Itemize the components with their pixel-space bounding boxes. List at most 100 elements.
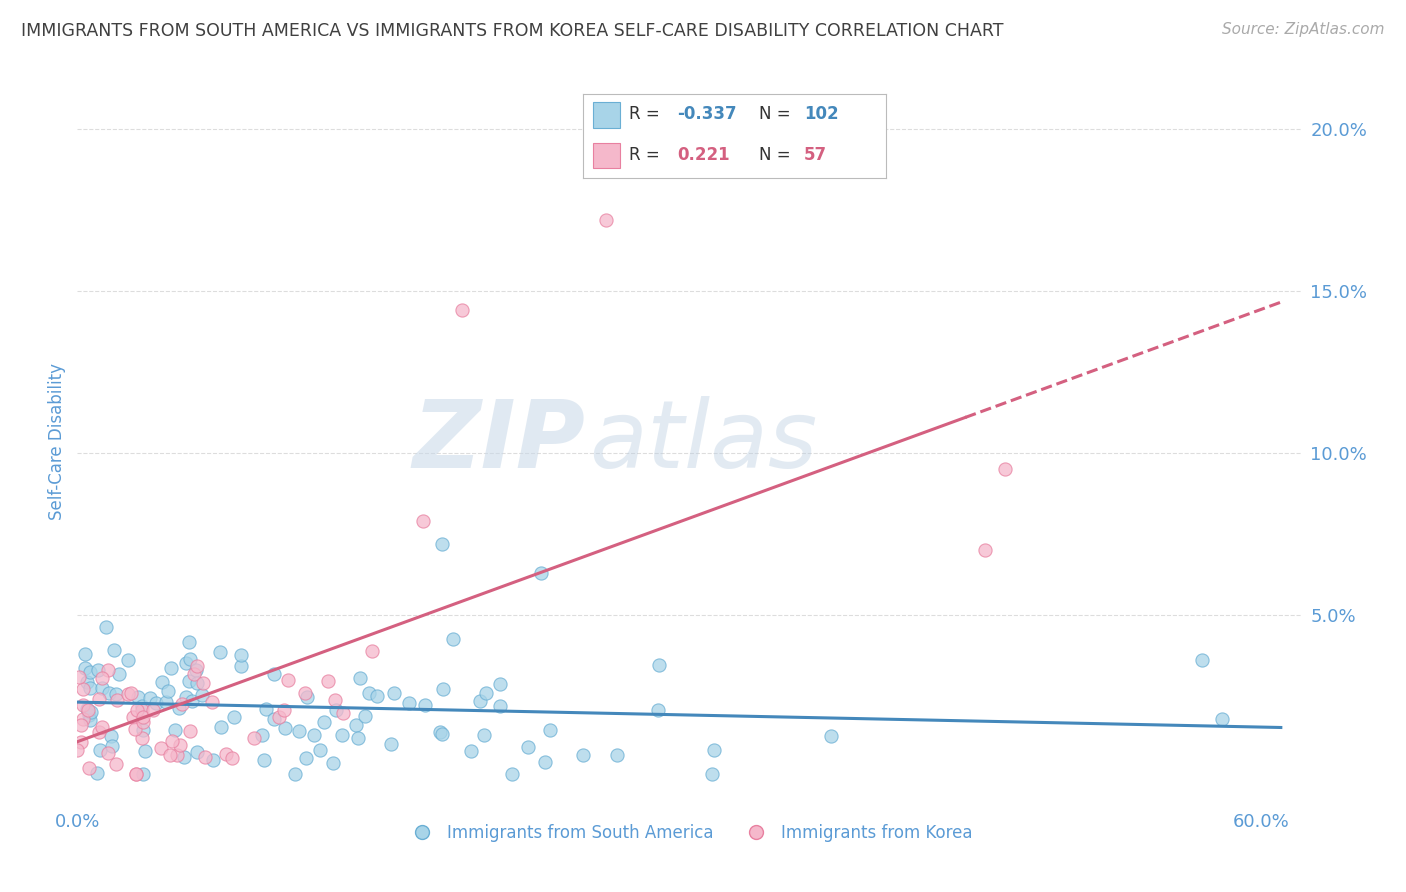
Immigrants from South America bbox=[284, 766, 307, 780]
Immigrants from Korea bbox=[451, 303, 474, 318]
Immigrants from Korea bbox=[169, 738, 191, 752]
Immigrants from South America bbox=[254, 702, 277, 716]
Immigrants from Korea bbox=[120, 686, 142, 700]
Immigrants from South America bbox=[79, 665, 101, 679]
Immigrants from Korea bbox=[89, 692, 111, 706]
Immigrants from South America bbox=[103, 643, 125, 657]
Immigrants from Korea bbox=[200, 696, 222, 710]
Immigrants from Korea bbox=[160, 734, 183, 748]
Immigrants from South America bbox=[89, 743, 111, 757]
Immigrants from South America bbox=[134, 744, 156, 758]
Immigrants from South America bbox=[468, 694, 491, 708]
Immigrants from Korea bbox=[183, 667, 205, 681]
Y-axis label: Self-Care Disability: Self-Care Disability bbox=[48, 363, 66, 520]
Immigrants from South America bbox=[1191, 653, 1213, 667]
Immigrants from Korea bbox=[194, 750, 217, 764]
Immigrants from Korea bbox=[70, 717, 93, 731]
Immigrants from Korea bbox=[70, 734, 93, 748]
Immigrants from Korea bbox=[172, 698, 194, 712]
Immigrants from South America bbox=[702, 766, 724, 780]
Immigrants from South America bbox=[460, 744, 482, 758]
Immigrants from South America bbox=[489, 699, 512, 714]
Immigrants from Korea bbox=[77, 761, 100, 775]
Immigrants from Korea bbox=[72, 712, 94, 726]
Immigrants from Korea bbox=[273, 703, 295, 717]
Immigrants from South America bbox=[429, 725, 451, 739]
Immigrants from South America bbox=[304, 728, 326, 742]
Immigrants from South America bbox=[211, 720, 233, 734]
Immigrants from South America bbox=[263, 667, 285, 681]
Immigrants from South America bbox=[76, 701, 98, 715]
Text: R =: R = bbox=[628, 105, 665, 123]
Immigrants from South America bbox=[349, 672, 371, 686]
Immigrants from Korea bbox=[132, 710, 155, 724]
Immigrants from South America bbox=[606, 747, 628, 762]
Immigrants from Korea bbox=[91, 720, 114, 734]
Immigrants from Korea bbox=[294, 686, 316, 700]
Immigrants from South America bbox=[263, 712, 285, 726]
Immigrants from South America bbox=[273, 722, 295, 736]
Immigrants from Korea bbox=[72, 698, 94, 712]
Immigrants from South America bbox=[252, 728, 274, 742]
Immigrants from South America bbox=[186, 676, 208, 690]
Immigrants from South America bbox=[76, 675, 98, 690]
Immigrants from Korea bbox=[412, 514, 434, 528]
Immigrants from South America bbox=[312, 714, 335, 729]
Immigrants from South America bbox=[190, 688, 212, 702]
Immigrants from Korea bbox=[72, 681, 94, 696]
Immigrants from Korea bbox=[97, 746, 120, 760]
Immigrants from Korea bbox=[66, 742, 89, 756]
Immigrants from Korea bbox=[104, 756, 127, 771]
Immigrants from South America bbox=[322, 756, 344, 771]
Immigrants from South America bbox=[538, 723, 561, 738]
Immigrants from South America bbox=[145, 696, 167, 710]
Immigrants from Korea bbox=[159, 747, 181, 762]
Immigrants from South America bbox=[101, 739, 124, 754]
Text: atlas: atlas bbox=[589, 396, 817, 487]
Immigrants from South America bbox=[86, 765, 108, 780]
Immigrants from Korea bbox=[117, 687, 139, 701]
Immigrants from Korea bbox=[124, 722, 146, 736]
Text: N =: N = bbox=[759, 105, 796, 123]
Immigrants from South America bbox=[155, 694, 177, 708]
Immigrants from South America bbox=[702, 743, 724, 757]
Immigrants from Korea bbox=[125, 766, 148, 780]
Text: Source: ZipAtlas.com: Source: ZipAtlas.com bbox=[1222, 22, 1385, 37]
Immigrants from Korea bbox=[149, 740, 172, 755]
Immigrants from Korea bbox=[166, 747, 188, 762]
Immigrants from South America bbox=[222, 710, 245, 724]
Immigrants from South America bbox=[98, 686, 121, 700]
Immigrants from South America bbox=[534, 755, 557, 769]
Immigrants from Korea bbox=[277, 673, 299, 688]
Immigrants from Korea bbox=[595, 212, 617, 227]
Immigrants from Korea bbox=[127, 703, 149, 717]
Immigrants from South America bbox=[131, 699, 153, 714]
Immigrants from Korea bbox=[191, 676, 214, 690]
Immigrants from South America bbox=[359, 686, 381, 700]
Immigrants from South America bbox=[294, 751, 316, 765]
Immigrants from South America bbox=[382, 686, 405, 700]
Immigrants from South America bbox=[100, 729, 122, 743]
Immigrants from South America bbox=[347, 731, 370, 745]
Text: R =: R = bbox=[628, 145, 665, 163]
Immigrants from South America bbox=[202, 753, 225, 767]
Immigrants from Korea bbox=[87, 725, 110, 739]
Immigrants from South America bbox=[96, 620, 118, 634]
Immigrants from Korea bbox=[142, 703, 165, 717]
Immigrants from South America bbox=[1211, 712, 1233, 726]
Immigrants from Korea bbox=[67, 670, 90, 684]
Text: 0.221: 0.221 bbox=[678, 145, 730, 163]
Immigrants from South America bbox=[174, 690, 197, 704]
Immigrants from South America bbox=[344, 718, 367, 732]
Text: ZIP: ZIP bbox=[412, 395, 585, 488]
Immigrants from South America bbox=[530, 566, 553, 580]
Legend: Immigrants from South America, Immigrants from Korea: Immigrants from South America, Immigrant… bbox=[399, 817, 979, 848]
Immigrants from South America bbox=[77, 708, 100, 723]
Immigrants from South America bbox=[186, 745, 208, 759]
Immigrants from Korea bbox=[186, 659, 208, 673]
Immigrants from South America bbox=[432, 536, 454, 550]
Immigrants from South America bbox=[132, 766, 155, 780]
Immigrants from South America bbox=[117, 653, 139, 667]
Text: IMMIGRANTS FROM SOUTH AMERICA VS IMMIGRANTS FROM KOREA SELF-CARE DISABILITY CORR: IMMIGRANTS FROM SOUTH AMERICA VS IMMIGRA… bbox=[21, 22, 1004, 40]
Immigrants from South America bbox=[91, 681, 114, 695]
